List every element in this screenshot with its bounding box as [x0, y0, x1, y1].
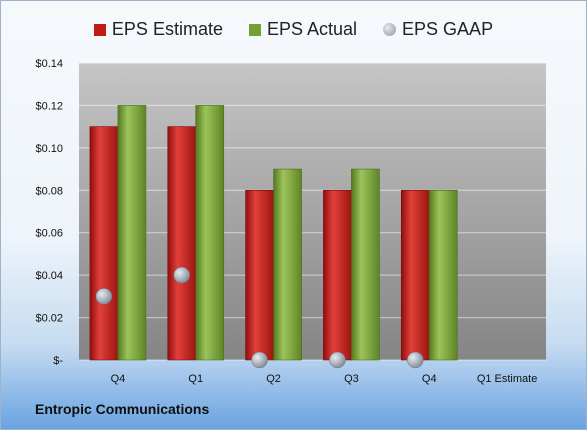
gaap-marker: [173, 266, 190, 284]
gaap-markers: [95, 266, 424, 369]
y-tick-label: $0.06: [35, 228, 63, 240]
actual-bar: [428, 189, 458, 361]
y-tick-label: $-: [53, 355, 63, 367]
bars: [89, 105, 458, 361]
company-name: Entropic Communications: [35, 401, 210, 417]
gaap-marker: [329, 351, 346, 369]
y-tick-label: $0.12: [35, 100, 63, 112]
estimate-bar: [323, 189, 352, 361]
y-tick-label: $0.10: [35, 143, 63, 155]
actual-swatch: [248, 23, 261, 36]
actual-bar: [117, 105, 147, 361]
gaap-marker: [95, 288, 113, 305]
y-axis-ticks: $- $0.02 $0.04 $0.06 $0.08 $0.10 $0.12 $0.14: [35, 58, 63, 367]
legend-label-gaap: EPS GAAP: [402, 19, 494, 39]
y-tick-label: $0.14: [35, 58, 63, 70]
gaap-marker: [407, 351, 424, 369]
x-tick-label: Q2: [266, 373, 281, 385]
gridlines: [79, 62, 546, 361]
legend-item-actual: EPS Actual: [248, 19, 358, 40]
y-tick-label: $0.02: [35, 313, 63, 325]
estimate-bar: [89, 126, 119, 361]
x-axis-ticks: Q4 Q1 Q2 Q3 Q4 Q1 Estimate: [111, 373, 538, 385]
x-tick-label: Q4: [111, 373, 126, 385]
estimate-swatch: [93, 23, 106, 36]
legend-label-actual: EPS Actual: [266, 19, 358, 39]
estimate-bar: [245, 189, 274, 361]
legend-label-estimate: EPS Estimate: [111, 19, 223, 39]
actual-bar: [351, 168, 380, 361]
x-tick-label: Q1: [188, 373, 203, 385]
y-tick-label: $0.04: [35, 270, 63, 282]
gaap-swatch: [383, 23, 397, 36]
actual-bar: [273, 168, 302, 361]
legend-item-gaap: EPS GAAP: [383, 19, 493, 40]
legend: EPS Estimate EPS Actual EPS GAAP: [1, 19, 586, 40]
y-tick-label: $0.08: [35, 185, 63, 197]
x-tick-label: Q4: [422, 373, 437, 385]
actual-bar: [195, 105, 225, 361]
x-tick-label: Q1 Estimate: [477, 373, 538, 385]
estimate-bar: [167, 126, 197, 361]
legend-item-estimate: EPS Estimate: [93, 19, 223, 40]
x-tick-label: Q3: [344, 373, 359, 385]
plot-area: [79, 63, 546, 360]
estimate-bar: [400, 189, 430, 361]
gaap-marker: [251, 351, 268, 369]
